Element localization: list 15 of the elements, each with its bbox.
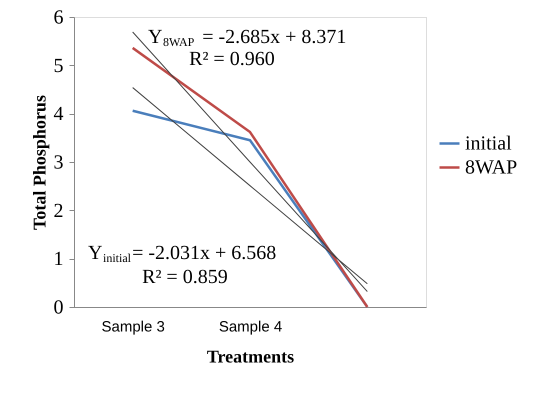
y-tick-label: 5 [54,54,64,77]
legend-label: initial [465,132,512,154]
x-tick-label: Sample 3 [101,318,165,336]
y-tick-label: 4 [54,103,64,126]
annotation: R² = 0.859 [142,266,228,288]
y-tick-label: 0 [54,296,64,318]
y-axis-title: Total Phosphorus [30,95,50,230]
x-axis-title: Treatments [206,346,294,366]
annotation: R² = 0.960 [189,48,275,70]
y-tick-label: 6 [54,6,64,28]
y-tick-label: 2 [54,200,64,222]
x-tick-label: Sample 4 [218,318,282,336]
y-tick-label: 1 [54,248,64,270]
legend-label: 8WAP [465,156,518,178]
y-tick-label: 3 [54,152,64,174]
